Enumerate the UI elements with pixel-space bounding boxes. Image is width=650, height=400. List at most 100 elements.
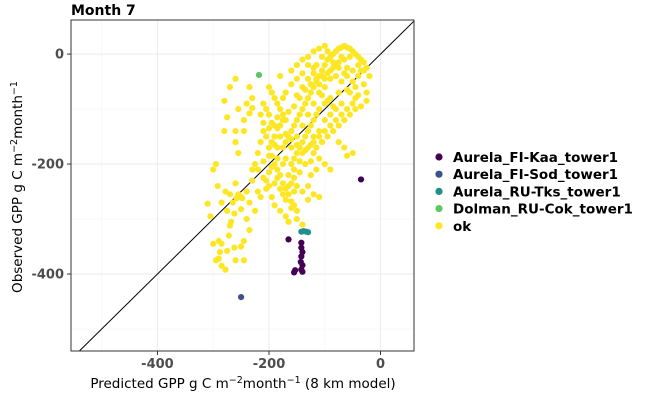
data-point <box>243 100 250 107</box>
legend-key <box>435 205 443 213</box>
data-point <box>274 114 281 121</box>
data-point <box>285 171 292 179</box>
data-point <box>288 127 295 135</box>
x-axis-label: Predicted GPP g C m−2month−1 (8 km model… <box>90 375 395 392</box>
data-point <box>285 108 292 115</box>
chart-title: Month 7 <box>71 3 136 19</box>
data-point <box>222 266 229 273</box>
data-point <box>212 160 220 168</box>
data-point <box>357 67 365 74</box>
y-axis-label-sup2: −1 <box>9 81 20 95</box>
data-point <box>222 188 229 195</box>
data-point <box>243 215 250 223</box>
data-point <box>316 133 323 140</box>
data-point <box>363 97 370 104</box>
data-point <box>215 237 222 245</box>
y-axis-label-sup1: −2 <box>9 139 20 153</box>
data-point <box>357 103 365 110</box>
y-axis: -400 -200 0 <box>31 48 71 283</box>
data-point <box>321 127 328 135</box>
data-point <box>318 138 326 146</box>
data-point <box>282 155 289 162</box>
data-point <box>335 138 342 146</box>
data-point <box>224 114 231 121</box>
data-point <box>296 111 303 118</box>
data-point <box>310 100 317 107</box>
legend-key <box>435 170 443 178</box>
data-point <box>307 171 314 179</box>
data-point <box>292 267 299 274</box>
data-point <box>296 158 303 165</box>
data-point <box>366 72 373 80</box>
data-point <box>310 138 317 146</box>
data-point <box>231 210 238 217</box>
data-point <box>327 111 334 118</box>
data-point <box>307 122 314 129</box>
data-point <box>229 199 236 206</box>
data-point <box>321 42 328 49</box>
data-point <box>327 122 334 129</box>
data-point <box>316 105 323 113</box>
data-point <box>274 174 281 181</box>
data-point <box>277 105 284 113</box>
legend-key <box>435 187 443 195</box>
data-point <box>238 193 245 201</box>
data-point <box>265 111 273 118</box>
data-point <box>243 188 250 195</box>
data-point <box>304 144 312 151</box>
x-tick-label: 0 <box>376 357 385 372</box>
data-point <box>313 166 320 173</box>
legend-label: Aurela_RU-Tks_tower1 <box>453 184 621 200</box>
data-point <box>310 48 317 55</box>
data-point <box>355 72 362 80</box>
data-point <box>346 89 353 96</box>
data-point <box>268 193 275 201</box>
data-point <box>290 122 298 129</box>
data-point <box>254 188 261 195</box>
data-point <box>274 155 281 162</box>
data-point <box>257 193 264 201</box>
data-point <box>310 64 317 71</box>
data-point <box>341 144 348 151</box>
data-point <box>288 160 295 168</box>
data-point <box>288 81 295 88</box>
data-point <box>316 81 323 88</box>
legend: Aurela_FI-Kaa_tower1Aurela_FI-Sod_tower1… <box>435 150 633 235</box>
data-point <box>318 67 326 74</box>
legend-label: Dolman_RU-Cok_tower1 <box>453 202 633 218</box>
data-point <box>349 78 356 85</box>
data-point <box>249 166 256 173</box>
data-point <box>293 75 300 82</box>
data-point <box>338 78 345 85</box>
data-point <box>307 158 314 165</box>
data-point <box>265 125 273 132</box>
data-point <box>282 196 289 203</box>
data-point <box>304 111 312 118</box>
data-point <box>341 116 348 124</box>
y-tick-label: -400 <box>31 268 64 283</box>
data-point <box>251 207 259 214</box>
data-point <box>304 94 312 102</box>
data-point <box>282 213 289 220</box>
data-point <box>232 75 239 82</box>
data-point <box>316 127 323 135</box>
data-point <box>285 236 292 243</box>
data-point <box>332 116 340 124</box>
data-point <box>290 188 298 195</box>
data-point <box>288 67 295 74</box>
data-point <box>357 176 365 183</box>
data-point <box>263 133 270 140</box>
y-axis-label-mid: month <box>10 95 26 139</box>
data-point <box>310 133 317 140</box>
data-point <box>290 155 298 162</box>
data-point <box>296 94 303 102</box>
data-point <box>346 111 353 118</box>
data-point <box>330 127 337 135</box>
data-point <box>232 127 239 135</box>
data-point <box>343 152 351 159</box>
data-point <box>216 248 224 256</box>
data-point <box>235 149 242 157</box>
data-point <box>277 133 284 140</box>
data-point <box>235 105 242 113</box>
data-point <box>232 257 239 264</box>
